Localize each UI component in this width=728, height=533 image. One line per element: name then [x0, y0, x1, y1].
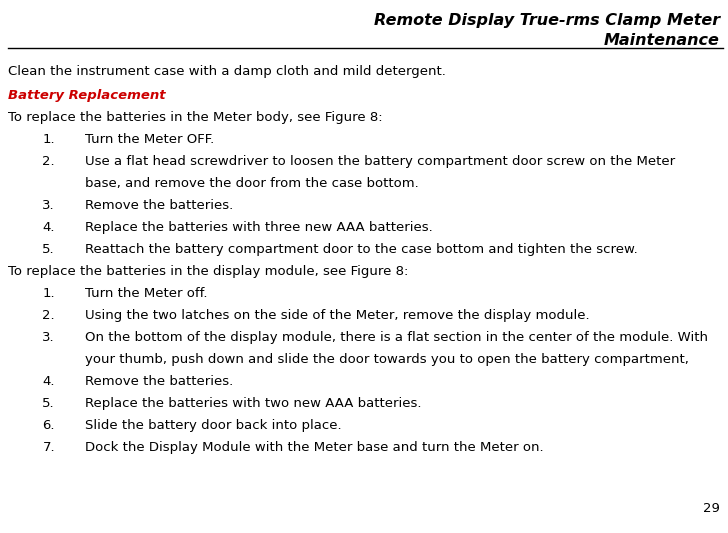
Text: Reattach the battery compartment door to the case bottom and tighten the screw.: Reattach the battery compartment door to…	[85, 243, 638, 256]
Text: 3.: 3.	[42, 199, 55, 212]
Text: 2.: 2.	[42, 155, 55, 168]
Text: Maintenance: Maintenance	[604, 33, 720, 48]
Text: Dock the Display Module with the Meter base and turn the Meter on.: Dock the Display Module with the Meter b…	[85, 441, 544, 454]
Text: your thumb, push down and slide the door towards you to open the battery compart: your thumb, push down and slide the door…	[85, 353, 689, 366]
Text: Slide the battery door back into place.: Slide the battery door back into place.	[85, 419, 341, 432]
Text: On the bottom of the display module, there is a flat section in the center of th: On the bottom of the display module, the…	[85, 331, 708, 344]
Text: 1.: 1.	[42, 287, 55, 300]
Text: Remove the batteries.: Remove the batteries.	[85, 375, 233, 388]
Text: Replace the batteries with two new AAA batteries.: Replace the batteries with two new AAA b…	[85, 397, 422, 410]
Text: 5.: 5.	[42, 243, 55, 256]
Text: Clean the instrument case with a damp cloth and mild detergent.: Clean the instrument case with a damp cl…	[8, 65, 446, 78]
Text: 4.: 4.	[42, 375, 55, 388]
Text: 1.: 1.	[42, 133, 55, 146]
Text: To replace the batteries in the Meter body, see Figure 8:: To replace the batteries in the Meter bo…	[8, 111, 383, 124]
Text: 6.: 6.	[42, 419, 55, 432]
Text: Battery Replacement: Battery Replacement	[8, 89, 166, 102]
Text: Remove the batteries.: Remove the batteries.	[85, 199, 233, 212]
Text: 29: 29	[703, 502, 720, 515]
Text: 2.: 2.	[42, 309, 55, 322]
Text: Using the two latches on the side of the Meter, remove the display module.: Using the two latches on the side of the…	[85, 309, 590, 322]
Text: Turn the Meter OFF.: Turn the Meter OFF.	[85, 133, 214, 146]
Text: To replace the batteries in the display module, see Figure 8:: To replace the batteries in the display …	[8, 265, 408, 278]
Text: Replace the batteries with three new AAA batteries.: Replace the batteries with three new AAA…	[85, 221, 432, 234]
Text: 3.: 3.	[42, 331, 55, 344]
Text: 5.: 5.	[42, 397, 55, 410]
Text: 7.: 7.	[42, 441, 55, 454]
Text: Remote Display True-rms Clamp Meter: Remote Display True-rms Clamp Meter	[374, 13, 720, 28]
Text: Turn the Meter off.: Turn the Meter off.	[85, 287, 207, 300]
Text: base, and remove the door from the case bottom.: base, and remove the door from the case …	[85, 177, 419, 190]
Text: Use a flat head screwdriver to loosen the battery compartment door screw on the : Use a flat head screwdriver to loosen th…	[85, 155, 675, 168]
Text: 4.: 4.	[42, 221, 55, 234]
